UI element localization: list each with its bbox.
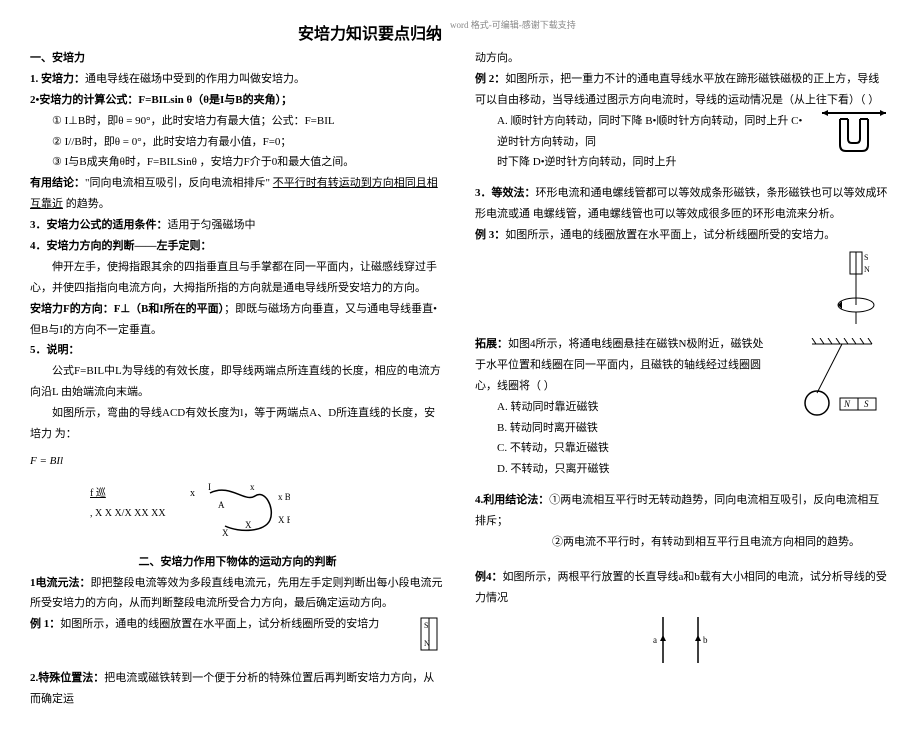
formula-main: F = BIl bbox=[30, 451, 445, 472]
text-4-2: 安培力F的方向：F⊥（B和I所在的平面）；即既与磁场方向垂直，又与通电导线垂直•… bbox=[30, 299, 445, 341]
svg-text:I: I bbox=[208, 482, 211, 492]
text-3: 适用于匀强磁场中 bbox=[168, 219, 256, 231]
example-1: S N 例 1：如图所示，通电的线圈放置在水平面上，试分析线圈所受的安培力 bbox=[30, 614, 445, 654]
section-2-heading: 二、安培力作用下物体的运动方向的判断 bbox=[30, 552, 445, 573]
m1-text: 即把整段电流等效为多段直线电流元，先用左手定则判断出每小段电流元所受安培力的方向… bbox=[30, 577, 443, 610]
svg-text:N: N bbox=[864, 265, 870, 274]
svg-text:x: x bbox=[250, 482, 255, 492]
sub-2-1: ① I⊥B时，即θ = 90°，此时安培力有最大值；公式：F=BIL bbox=[30, 111, 445, 132]
example-3: 例 3：如图所示，通电的线圈放置在水平面上，试分析线圈所受的安培力。 bbox=[475, 225, 890, 246]
m1-label: 1电流元法： bbox=[30, 577, 91, 589]
ex1-label: 例 1： bbox=[30, 618, 60, 630]
method-3: 3．等效法：环形电流和通电螺线管都可以等效成条形磁铁，条形磁铁也可以等效成环形电… bbox=[475, 183, 890, 225]
m4-label: 4.利用结论法： bbox=[475, 494, 549, 506]
method-1: 1电流元法：即把整段电流等效为多段直线电流元，先用左手定则判断出每小段电流元所受… bbox=[30, 573, 445, 615]
ex4-figure: a b bbox=[643, 615, 723, 665]
curve-figure: f 巡 x , X X X/X XX XX I A x x B X B X X bbox=[90, 478, 445, 546]
watermark-text: word 格式-可编辑-感谢下载支持 bbox=[450, 18, 576, 31]
cont-text: 动方向。 bbox=[475, 48, 890, 69]
m3-text: 环形电流和通电螺线管都可以等效成条形磁铁，条形磁铁也可以等效成环形电流或通 电螺… bbox=[475, 187, 888, 220]
label-5: 5．说明： bbox=[30, 340, 445, 361]
x-label: x bbox=[190, 488, 195, 499]
sub-2-3: ③ I与B成夹角θ时，F=BILSinθ ，安培力F介于0和最大值之间。 bbox=[30, 152, 445, 173]
ext-d: D. 不转动，只离开磁铁 bbox=[497, 459, 890, 480]
svg-text:S: S bbox=[864, 399, 869, 409]
svg-text:S: S bbox=[424, 621, 428, 630]
section-1-heading: 一、安培力 bbox=[30, 48, 445, 69]
page-title: 安培力知识要点归纳 bbox=[0, 20, 890, 44]
svg-text:S: S bbox=[864, 253, 868, 262]
svg-text:N: N bbox=[843, 399, 851, 409]
m2-label: 2.特殊位置法： bbox=[30, 672, 104, 684]
ex2-text: 如图所示，把一重力不计的通电直导线水平放在蹄形磁铁磁极的正上方，导线可以自由移动… bbox=[475, 73, 879, 106]
m3-label: 3．等效法： bbox=[475, 187, 536, 199]
svg-text:a: a bbox=[653, 635, 657, 645]
m4-text2: ②两电流不平行时，有转动到相互平行且电流方向相同的趋势。 bbox=[475, 532, 890, 553]
ex2-choice-b: 时下降 D•逆时针方向转动，同时上升 bbox=[497, 152, 890, 173]
example-2: 例 2：如图所示，把一重力不计的通电直导线水平放在蹄形磁铁磁极的正上方，导线可以… bbox=[475, 69, 890, 111]
text-5-1: 公式F=BIL中L为导线的有效长度，即导线两端点所连直线的长度，相应的电流方向沿… bbox=[30, 361, 445, 403]
ex3-text: 如图所示，通电的线圈放置在水平面上，试分析线圈所受的安培力。 bbox=[505, 229, 835, 241]
text-4-2a: 安培力F的方向：F⊥（B和I所在的平面） bbox=[30, 303, 224, 315]
conclusion-row: 有用结论："同向电流相互吸引，反向电流相排斥" 不平行时有转运动到方向相同且相互… bbox=[30, 173, 445, 215]
two-column-layout: 一、安培力 1. 安培力：通电导线在磁场中受到的作用力叫做安培力。 2•安培力的… bbox=[30, 48, 890, 710]
text-5-2: 如图所示，弯曲的导线ACD有效长度为l，等于两端点A、D所连直线的长度，安培力 … bbox=[30, 403, 445, 445]
fsub2: , X X X/X XX XX bbox=[90, 508, 166, 519]
text-1: 通电导线在磁场中受到的作用力叫做安培力。 bbox=[85, 73, 305, 85]
svg-text:X: X bbox=[222, 528, 229, 538]
svg-text:A: A bbox=[218, 500, 225, 510]
horseshoe-magnet-figure bbox=[820, 105, 890, 155]
conclusion-text-c: 的趋势。 bbox=[63, 198, 110, 210]
conclusion-text-a: "同向电流相互吸引，反向电流相排斥" bbox=[85, 177, 273, 189]
label-1: 1. 安培力： bbox=[30, 73, 85, 85]
ex2-label: 例 2： bbox=[475, 73, 505, 85]
para-1: 1. 安培力：通电导线在磁场中受到的作用力叫做安培力。 bbox=[30, 69, 445, 90]
svg-text:X B: X B bbox=[278, 515, 290, 525]
ext-figure: N S bbox=[782, 338, 882, 428]
fsub1: f 巡 bbox=[90, 487, 106, 499]
svg-text:N: N bbox=[424, 639, 430, 648]
ex4-figure-wrap: a b bbox=[475, 615, 890, 673]
left-column: 一、安培力 1. 安培力：通电导线在磁场中受到的作用力叫做安培力。 2•安培力的… bbox=[30, 48, 445, 710]
example-4: 例4：如图所示，两根平行放置的长直导线a和b载有大小相同的电流，试分析导线的受力… bbox=[475, 567, 890, 609]
svg-text:b: b bbox=[703, 635, 708, 645]
label-2: 2•安培力的计算公式：F=BILsin θ（θ是I与B的夹角）； bbox=[30, 90, 445, 111]
method-4: 4.利用结论法：①两电流相互平行时无转动趋势，同向电流相互吸引，反向电流相互排斥… bbox=[475, 490, 890, 532]
ex4-label: 例4： bbox=[475, 571, 503, 583]
text-4-1: 伸开左手，使拇指跟其余的四指垂直且与手掌都在同一平面内，让磁感线穿过手心，并使四… bbox=[30, 257, 445, 299]
label-3: 3．安培力公式的适用条件： bbox=[30, 219, 168, 231]
ext-label: 拓展： bbox=[475, 338, 508, 350]
curve-svg: f 巡 x , X X X/X XX XX I A x x B X B X X bbox=[90, 478, 290, 538]
para-3: 3．安培力公式的适用条件：适用于匀强磁场中 bbox=[30, 215, 445, 236]
label-4: 4．安培力方向的判断——左手定则： bbox=[30, 236, 445, 257]
conclusion-label: 有用结论： bbox=[30, 177, 85, 189]
svg-text:X: X bbox=[245, 520, 252, 530]
method-2: 2.特殊位置法：把电流或磁铁转到一个便于分析的特殊位置后再判断安培力方向，从而确… bbox=[30, 668, 445, 710]
ex1-text: 如图所示，通电的线圈放置在水平面上，试分析线圈所受的安培力 bbox=[60, 618, 379, 630]
ext-c: C. 不转动，只靠近磁铁 bbox=[497, 438, 890, 459]
ex3-figure: S N bbox=[832, 250, 882, 330]
svg-text:x B: x B bbox=[278, 492, 290, 502]
ex3-label: 例 3： bbox=[475, 229, 505, 241]
ex4-text: 如图所示，两根平行放置的长直导线a和b载有大小相同的电流，试分析导线的受力情况 bbox=[475, 571, 887, 604]
sub-2-2: ② I//B时，即θ = 0°，此时安培力有最小值，F=0； bbox=[30, 132, 445, 153]
ex1-figure: S N bbox=[415, 614, 445, 654]
ext-text: 如图4所示，将通电线圈悬挂在磁铁N极附近，磁铁处于水平位置和线圈在同一平面内，且… bbox=[475, 338, 763, 392]
right-column: 动方向。 例 2：如图所示，把一重力不计的通电直导线水平放在蹄形磁铁磁极的正上方… bbox=[475, 48, 890, 710]
